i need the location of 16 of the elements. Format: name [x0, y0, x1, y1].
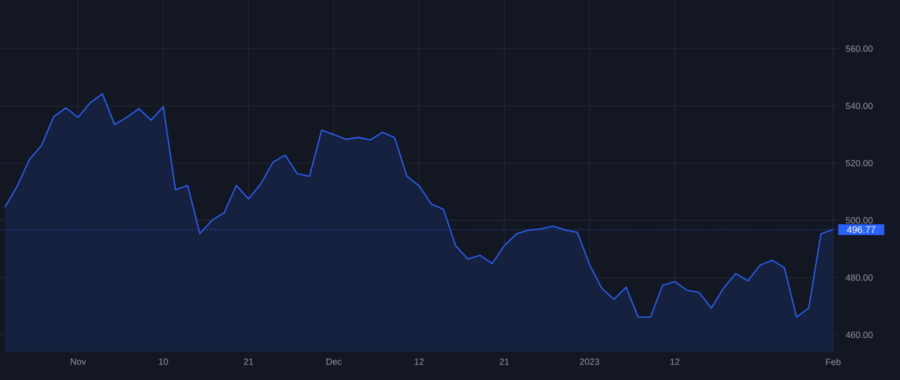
- x-tick-label: 21: [244, 358, 254, 365]
- y-tick-label: 520.00: [846, 160, 873, 166]
- y-tick-label: 560.00: [846, 45, 873, 52]
- x-tick-label: 12: [670, 358, 680, 365]
- y-tick-label: 500.00: [846, 217, 873, 224]
- x-tick-label: 10: [159, 358, 168, 365]
- y-tick-label: 460.00: [846, 332, 873, 338]
- x-tick-label: Feb: [826, 358, 840, 366]
- x-tick-label: 21: [500, 358, 509, 365]
- x-tick-label: Nov: [70, 358, 86, 365]
- x-tick-label: 12: [414, 358, 424, 365]
- y-tick-label: 480.00: [846, 274, 873, 281]
- x-tick-label: 2023: [580, 358, 600, 365]
- y-tick-label: 540.00: [846, 102, 873, 110]
- x-tick-label: Dec: [326, 358, 342, 365]
- ref-line-label: 496.77: [846, 226, 876, 233]
